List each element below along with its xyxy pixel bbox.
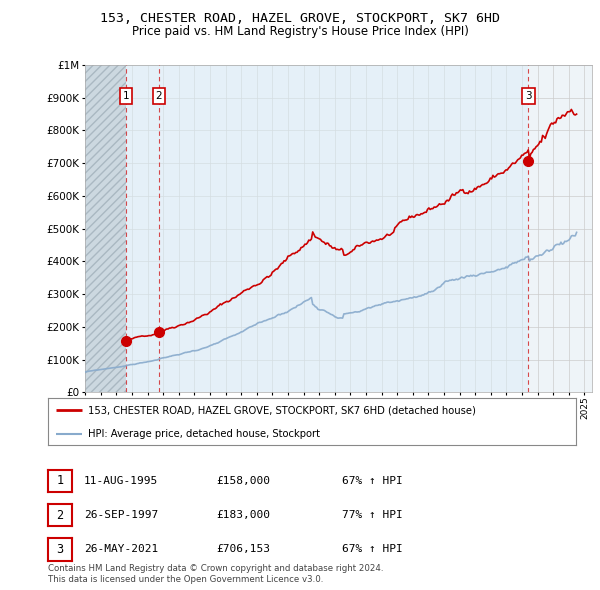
- Text: 11-AUG-1995: 11-AUG-1995: [84, 476, 158, 486]
- Text: Price paid vs. HM Land Registry's House Price Index (HPI): Price paid vs. HM Land Registry's House …: [131, 25, 469, 38]
- Text: 26-MAY-2021: 26-MAY-2021: [84, 545, 158, 554]
- Text: £183,000: £183,000: [216, 510, 270, 520]
- Text: Contains HM Land Registry data © Crown copyright and database right 2024.: Contains HM Land Registry data © Crown c…: [48, 565, 383, 573]
- Text: HPI: Average price, detached house, Stockport: HPI: Average price, detached house, Stoc…: [88, 429, 320, 438]
- Text: 1: 1: [123, 91, 130, 101]
- Bar: [85, 65, 126, 392]
- Bar: [126, 65, 528, 392]
- Text: 67% ↑ HPI: 67% ↑ HPI: [342, 545, 403, 554]
- Text: £158,000: £158,000: [216, 476, 270, 486]
- Text: 3: 3: [525, 91, 532, 101]
- Text: 153, CHESTER ROAD, HAZEL GROVE, STOCKPORT, SK7 6HD (detached house): 153, CHESTER ROAD, HAZEL GROVE, STOCKPOR…: [88, 405, 475, 415]
- Text: £706,153: £706,153: [216, 545, 270, 554]
- Text: 2: 2: [56, 509, 64, 522]
- Text: This data is licensed under the Open Government Licence v3.0.: This data is licensed under the Open Gov…: [48, 575, 323, 584]
- Text: 3: 3: [56, 543, 64, 556]
- Text: 26-SEP-1997: 26-SEP-1997: [84, 510, 158, 520]
- Text: 1: 1: [56, 474, 64, 487]
- Text: 77% ↑ HPI: 77% ↑ HPI: [342, 510, 403, 520]
- Text: 153, CHESTER ROAD, HAZEL GROVE, STOCKPORT, SK7 6HD: 153, CHESTER ROAD, HAZEL GROVE, STOCKPOR…: [100, 12, 500, 25]
- Text: 67% ↑ HPI: 67% ↑ HPI: [342, 476, 403, 486]
- Text: 2: 2: [156, 91, 163, 101]
